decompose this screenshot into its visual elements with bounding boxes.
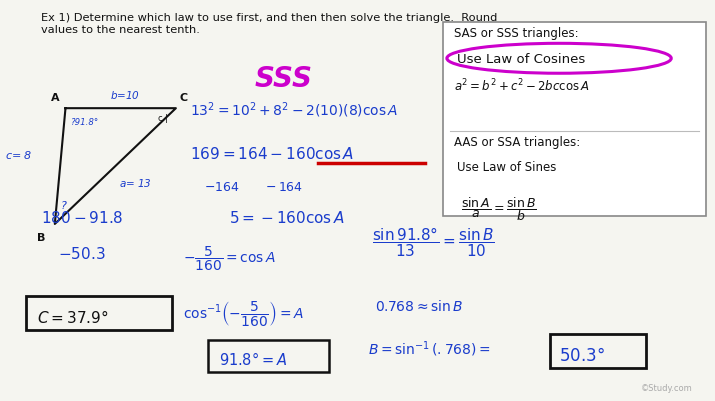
- Text: $180 - 91.8$: $180 - 91.8$: [41, 209, 123, 225]
- Text: $-\dfrac{5}{160} = \cos A$: $-\dfrac{5}{160} = \cos A$: [183, 244, 276, 272]
- Text: $\dfrac{\sin A}{a} = \dfrac{\sin B}{b}$: $\dfrac{\sin A}{a} = \dfrac{\sin B}{b}$: [460, 195, 537, 223]
- Text: $\cos^{-1}\!\left(-\dfrac{5}{160}\right) = A$: $\cos^{-1}\!\left(-\dfrac{5}{160}\right)…: [183, 299, 304, 328]
- Text: C: C: [179, 93, 187, 103]
- Text: $a^2 = b^2 + c^2 - 2bc\cos A$: $a^2 = b^2 + c^2 - 2bc\cos A$: [453, 77, 589, 94]
- Text: AAS or SSA triangles:: AAS or SSA triangles:: [453, 135, 580, 148]
- Text: $C = 37.9°$: $C = 37.9°$: [37, 308, 109, 325]
- Text: $5 = -160\cos A$: $5 = -160\cos A$: [230, 209, 345, 225]
- Text: $\dfrac{\sin 91.8°}{13} = \dfrac{\sin B}{10}$: $\dfrac{\sin 91.8°}{13} = \dfrac{\sin B}…: [372, 225, 495, 258]
- Text: $169 = 164 - 160\cos A$: $169 = 164 - 160\cos A$: [190, 146, 355, 162]
- Text: Use Law of Sines: Use Law of Sines: [457, 161, 556, 174]
- Text: $a$= 13: $a$= 13: [119, 176, 152, 188]
- Text: $50.3°$: $50.3°$: [559, 346, 605, 365]
- Text: ?91.8°: ?91.8°: [72, 118, 99, 127]
- Text: Ex 1) Determine which law to use first, and then then solve the triangle.  Round: Ex 1) Determine which law to use first, …: [41, 13, 497, 35]
- Text: $-50.3$: $-50.3$: [59, 245, 106, 261]
- Text: SSS: SSS: [255, 65, 312, 93]
- Text: $91.8°= A$: $91.8°= A$: [219, 350, 287, 367]
- Text: $0.768 \approx \sin B$: $0.768 \approx \sin B$: [375, 298, 464, 313]
- Text: B: B: [37, 232, 45, 242]
- FancyBboxPatch shape: [443, 23, 706, 217]
- Text: $-164 \quad\quad -164$: $-164 \quad\quad -164$: [204, 180, 304, 194]
- Text: $13^2 = 10^2 + 8^2 - 2(10)(8)\cos A$: $13^2 = 10^2 + 8^2 - 2(10)(8)\cos A$: [190, 100, 399, 119]
- Text: $B = \sin^{-1}(.768) =$: $B = \sin^{-1}(.768) =$: [368, 339, 491, 358]
- Text: SAS or SSS triangles:: SAS or SSS triangles:: [453, 27, 578, 40]
- Text: ?: ?: [61, 200, 66, 211]
- Text: ©Study.com: ©Study.com: [641, 383, 692, 392]
- Text: c |: c |: [158, 114, 168, 123]
- Text: $c$= 8: $c$= 8: [5, 149, 32, 161]
- Text: $b$=10: $b$=10: [110, 89, 140, 101]
- Text: A: A: [51, 93, 60, 103]
- Text: Use Law of Cosines: Use Law of Cosines: [457, 53, 586, 66]
